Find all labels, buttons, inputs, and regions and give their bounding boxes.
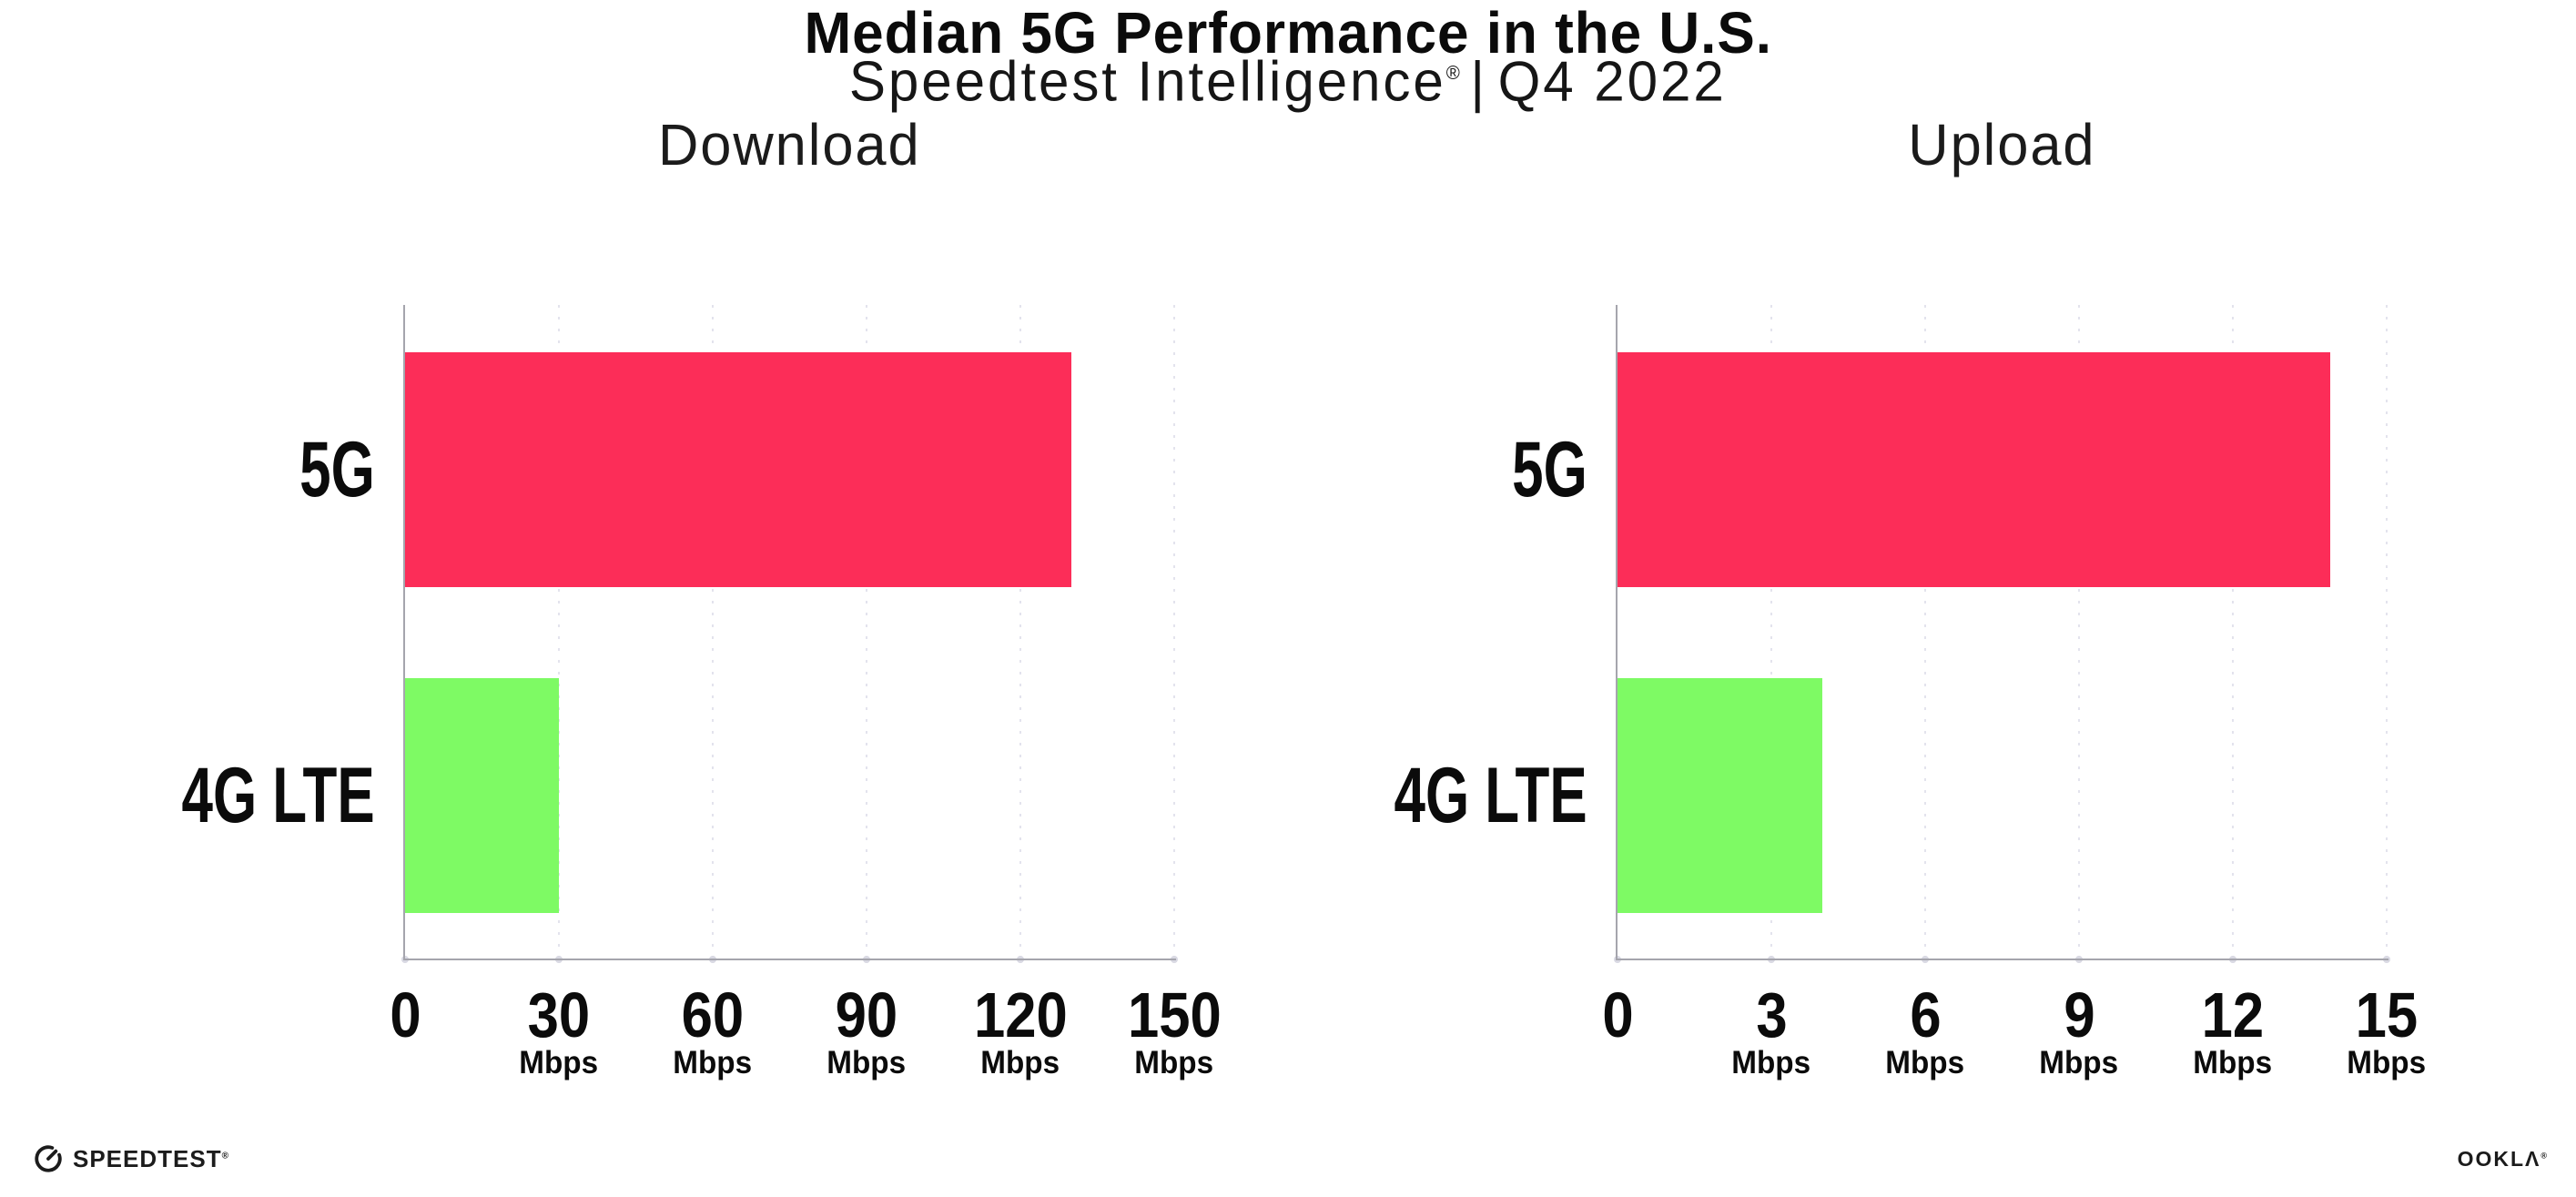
subtitle-period: Q4 2022 — [1497, 50, 1727, 114]
category-label-5g-upload: 5G — [1512, 426, 1587, 513]
x-tick-label-12: 12 — [2201, 979, 2265, 1050]
x-tick-label-90: 90 — [835, 979, 898, 1050]
bar-4g-lte-download — [405, 678, 559, 913]
x-tick-label-150: 150 — [1127, 979, 1222, 1050]
gridline-120-mbps — [1019, 305, 1021, 959]
ookla-wordmark: OOKLΛ — [2457, 1147, 2541, 1171]
speedtest-logo: SPEEDTEST® — [33, 1143, 229, 1174]
x-tick-unit-9: Mbps — [2039, 1045, 2119, 1080]
ookla-registered-mark: ® — [2541, 1151, 2547, 1161]
bar-5g-download — [405, 352, 1072, 587]
y-axis-download — [403, 305, 405, 960]
gridline-6-mbps — [1924, 305, 1926, 959]
gridline-150-mbps — [1173, 305, 1175, 959]
x-tick-label-0: 0 — [1601, 979, 1634, 1050]
x-tick-label-9: 9 — [2063, 979, 2095, 1050]
x-tick-unit-120: Mbps — [980, 1045, 1060, 1080]
speedtest-wordmark: SPEEDTEST® — [73, 1144, 229, 1172]
x-tick-label-15: 15 — [2355, 979, 2419, 1050]
x-tick-unit-150: Mbps — [1134, 1045, 1214, 1080]
y-axis-upload — [1616, 305, 1618, 960]
x-tick-label-120: 120 — [973, 979, 1068, 1050]
x-tick-unit-6: Mbps — [1885, 1045, 1965, 1080]
category-label-4g-lte-download: 4G LTE — [181, 752, 375, 839]
bar-4g-lte-upload — [1618, 678, 1823, 913]
gridline-90-mbps — [866, 305, 867, 959]
registered-mark: ® — [1445, 63, 1460, 84]
gridline-9-mbps — [2078, 305, 2080, 959]
x-tick-label-0: 0 — [389, 979, 421, 1050]
chart-title-download: Download — [658, 112, 921, 178]
x-tick-unit-90: Mbps — [827, 1045, 907, 1080]
gridline-15-mbps — [2386, 305, 2388, 959]
x-tick-unit-15: Mbps — [2347, 1045, 2427, 1080]
ookla-logo: OOKLΛ® — [2458, 1147, 2547, 1172]
x-tick-unit-30: Mbps — [519, 1045, 599, 1080]
figure-title: Median 5G Performance in the U.S. — [804, 0, 1772, 66]
x-axis-download — [403, 959, 1176, 960]
subtitle-brand: Speedtest Intelligence — [849, 50, 1446, 114]
x-tick-label-6: 6 — [1909, 979, 1942, 1050]
gridline-60-mbps — [712, 305, 714, 959]
speedtest-gauge-icon — [35, 1145, 62, 1172]
x-tick-label-30: 30 — [527, 979, 591, 1050]
figure-subtitle: Speedtest Intelligence® | Q4 2022 — [560, 46, 2016, 113]
x-axis-upload — [1616, 959, 2388, 960]
subtitle-separator: | — [1470, 50, 1488, 114]
x-tick-label-60: 60 — [681, 979, 745, 1050]
x-tick-unit-60: Mbps — [673, 1045, 753, 1080]
x-tick-unit-3: Mbps — [1731, 1045, 1811, 1080]
x-tick-unit-12: Mbps — [2193, 1045, 2273, 1080]
gridline-12-mbps — [2232, 305, 2234, 959]
category-label-4g-lte-upload: 4G LTE — [1394, 752, 1587, 839]
chart-title-upload: Upload — [1908, 112, 2096, 178]
x-tick-label-3: 3 — [1755, 979, 1788, 1050]
gridline-30-mbps — [558, 305, 560, 959]
category-label-5g-download: 5G — [299, 426, 375, 513]
bar-5g-upload — [1618, 352, 2331, 587]
gridline-3-mbps — [1770, 305, 1772, 959]
